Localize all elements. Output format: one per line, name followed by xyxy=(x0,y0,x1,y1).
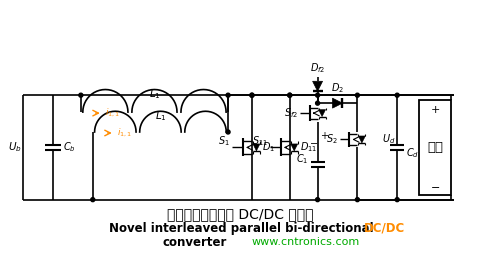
Polygon shape xyxy=(359,136,365,143)
Polygon shape xyxy=(333,98,342,108)
Circle shape xyxy=(355,198,360,202)
Circle shape xyxy=(355,93,360,97)
Circle shape xyxy=(316,101,320,105)
Text: $D_{11}$: $D_{11}$ xyxy=(300,140,317,154)
Text: $S_2$: $S_2$ xyxy=(326,132,338,146)
Text: $C_1$: $C_1$ xyxy=(296,152,309,166)
Text: 新型交错并联双向 DC/DC 变换器: 新型交错并联双向 DC/DC 变换器 xyxy=(167,207,313,222)
Text: $+$: $+$ xyxy=(320,130,329,141)
Text: converter: converter xyxy=(162,236,227,249)
Text: $U_d$: $U_d$ xyxy=(382,132,395,146)
Polygon shape xyxy=(312,81,323,91)
Circle shape xyxy=(91,198,95,202)
Text: DC/DC: DC/DC xyxy=(364,222,406,235)
Text: $L_1$: $L_1$ xyxy=(155,109,166,123)
Text: www.cntronics.com: www.cntronics.com xyxy=(252,237,360,248)
Text: $L_1$: $L_1$ xyxy=(149,87,160,101)
Circle shape xyxy=(316,93,320,97)
Text: 負載: 負載 xyxy=(427,141,443,154)
Circle shape xyxy=(226,93,230,97)
Text: Novel interleaved parallel bi-directional: Novel interleaved parallel bi-directiona… xyxy=(108,222,377,235)
Text: $S_{f2}$: $S_{f2}$ xyxy=(284,106,298,120)
Text: $D_2$: $D_2$ xyxy=(331,81,344,95)
FancyBboxPatch shape xyxy=(419,100,451,195)
Circle shape xyxy=(395,93,399,97)
Text: $D_1$: $D_1$ xyxy=(262,140,275,154)
Text: $S_1$: $S_1$ xyxy=(218,135,230,148)
Text: $C_d$: $C_d$ xyxy=(406,147,419,160)
Text: $C_b$: $C_b$ xyxy=(63,140,76,154)
Circle shape xyxy=(316,198,320,202)
Text: $D_{f2}$: $D_{f2}$ xyxy=(310,61,325,75)
Text: $i_{1,1}$: $i_{1,1}$ xyxy=(117,127,132,139)
Text: $S_{11}$: $S_{11}$ xyxy=(252,135,268,148)
Circle shape xyxy=(226,130,230,134)
Text: $+$: $+$ xyxy=(430,104,440,115)
Circle shape xyxy=(395,198,399,202)
Text: $U_b$: $U_b$ xyxy=(8,140,22,154)
Text: $-$: $-$ xyxy=(309,137,318,147)
Circle shape xyxy=(288,93,292,97)
Circle shape xyxy=(250,93,254,97)
Polygon shape xyxy=(319,110,325,117)
Text: $i_{1,1}$: $i_{1,1}$ xyxy=(105,107,120,119)
Text: $-$: $-$ xyxy=(430,181,440,191)
Polygon shape xyxy=(253,144,260,151)
Polygon shape xyxy=(291,144,298,151)
Circle shape xyxy=(288,93,292,97)
Circle shape xyxy=(250,93,254,97)
Circle shape xyxy=(79,93,83,97)
